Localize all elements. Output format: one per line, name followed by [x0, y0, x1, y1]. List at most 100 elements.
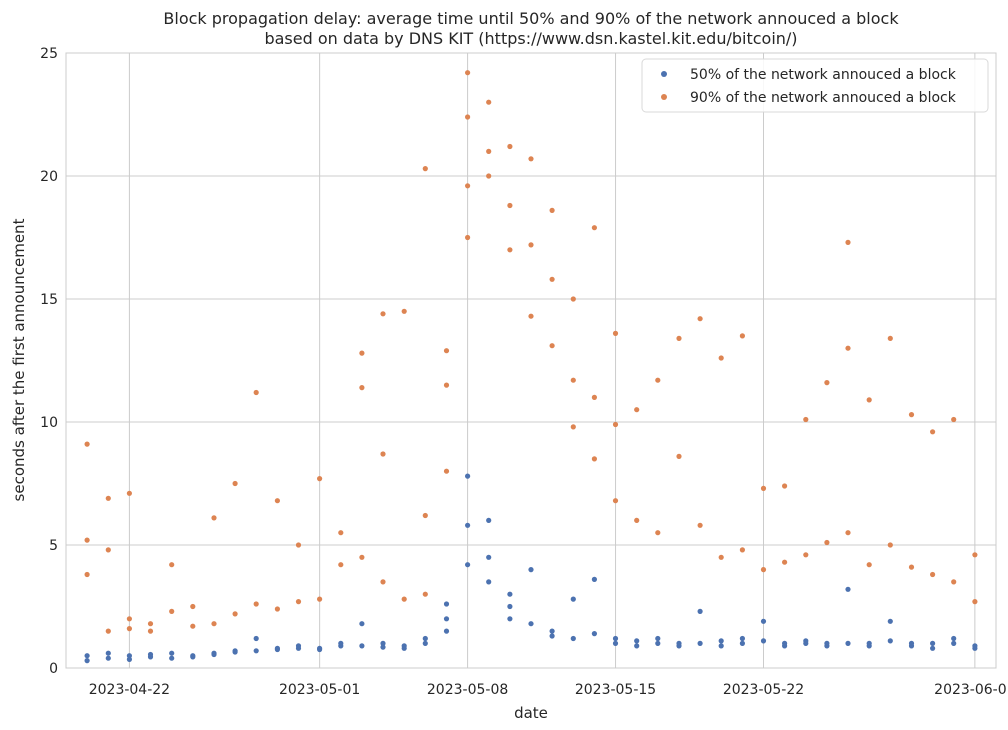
data-point	[126, 616, 132, 622]
data-point	[486, 579, 492, 585]
data-point	[824, 380, 830, 386]
data-point	[549, 343, 555, 349]
data-point	[232, 611, 238, 617]
data-point	[739, 640, 746, 647]
data-point	[84, 653, 90, 659]
data-point	[443, 616, 450, 622]
data-point	[232, 649, 238, 655]
data-point	[84, 658, 90, 664]
data-point	[422, 591, 428, 597]
data-point	[295, 599, 302, 605]
data-point	[930, 640, 936, 647]
data-point	[443, 382, 450, 388]
data-point	[190, 623, 196, 629]
data-point	[486, 148, 492, 154]
data-point	[591, 225, 598, 231]
data-point	[253, 648, 259, 654]
data-point	[507, 591, 513, 597]
data-point	[549, 276, 555, 282]
data-point	[443, 628, 450, 634]
data-point	[169, 608, 175, 615]
data-point	[465, 183, 471, 189]
data-point	[465, 562, 471, 568]
data-point	[803, 416, 809, 423]
data-point	[126, 490, 132, 496]
data-point	[359, 621, 365, 627]
chart-title: Block propagation delay: average time un…	[163, 9, 899, 28]
data-point	[845, 239, 851, 245]
data-point	[84, 441, 90, 447]
data-point	[317, 646, 323, 653]
data-point	[591, 631, 598, 637]
data-point	[507, 202, 513, 209]
data-point	[718, 554, 724, 560]
legend-marker-90	[661, 94, 667, 100]
data-point	[887, 542, 893, 548]
data-point	[528, 156, 534, 162]
data-point	[612, 640, 619, 647]
data-point	[803, 638, 809, 644]
data-point	[972, 552, 978, 558]
data-point	[126, 626, 132, 632]
chart-subtitle: based on data by DNS KIT (https://www.ds…	[264, 29, 797, 48]
data-point	[549, 207, 555, 213]
data-point	[295, 643, 302, 649]
data-point	[422, 635, 428, 642]
y-tick-label: 5	[49, 538, 58, 554]
data-point	[655, 377, 661, 383]
data-point	[169, 655, 175, 661]
data-point	[253, 389, 259, 396]
data-point	[253, 635, 259, 642]
data-point	[295, 542, 302, 548]
data-point	[634, 407, 640, 413]
data-point	[169, 562, 175, 568]
data-point	[591, 394, 598, 400]
data-point	[507, 143, 513, 150]
data-point	[845, 586, 851, 592]
data-point	[380, 579, 386, 585]
data-point	[465, 70, 471, 76]
data-point	[359, 554, 365, 560]
data-point	[760, 618, 767, 624]
data-point	[401, 645, 407, 651]
data-point	[443, 601, 450, 607]
data-point	[105, 495, 111, 501]
data-point	[845, 640, 851, 647]
data-point	[528, 567, 534, 573]
data-point	[930, 571, 936, 578]
data-point	[317, 476, 323, 482]
data-point	[422, 512, 428, 519]
y-axis-label: seconds after the first announcement	[10, 218, 28, 501]
data-point	[147, 628, 154, 634]
data-point	[760, 638, 767, 644]
data-point	[528, 313, 534, 319]
data-point	[591, 576, 598, 583]
scatter-points	[84, 70, 978, 664]
data-point	[718, 643, 724, 649]
data-point	[930, 645, 936, 651]
data-point	[465, 522, 471, 528]
data-point	[465, 114, 471, 120]
data-point	[443, 348, 450, 354]
data-point	[676, 643, 682, 649]
data-point	[951, 635, 957, 642]
data-point	[169, 650, 175, 656]
data-point	[739, 547, 746, 553]
data-point	[380, 640, 386, 647]
x-tick-label: 2023-06-01	[934, 682, 1008, 698]
data-point	[908, 412, 915, 418]
data-point	[782, 559, 788, 565]
data-point	[528, 242, 534, 248]
legend: 50% of the network annouced a block 90% …	[641, 58, 989, 113]
data-point	[782, 643, 788, 649]
data-point	[422, 640, 428, 647]
data-point	[570, 424, 576, 430]
legend-label-90: 90% of the network annouced a block	[690, 90, 957, 106]
data-point	[549, 633, 555, 639]
data-point	[211, 515, 217, 521]
y-tick-label: 25	[40, 46, 58, 62]
data-point	[147, 621, 154, 627]
data-point	[739, 333, 746, 339]
data-point	[972, 643, 978, 649]
